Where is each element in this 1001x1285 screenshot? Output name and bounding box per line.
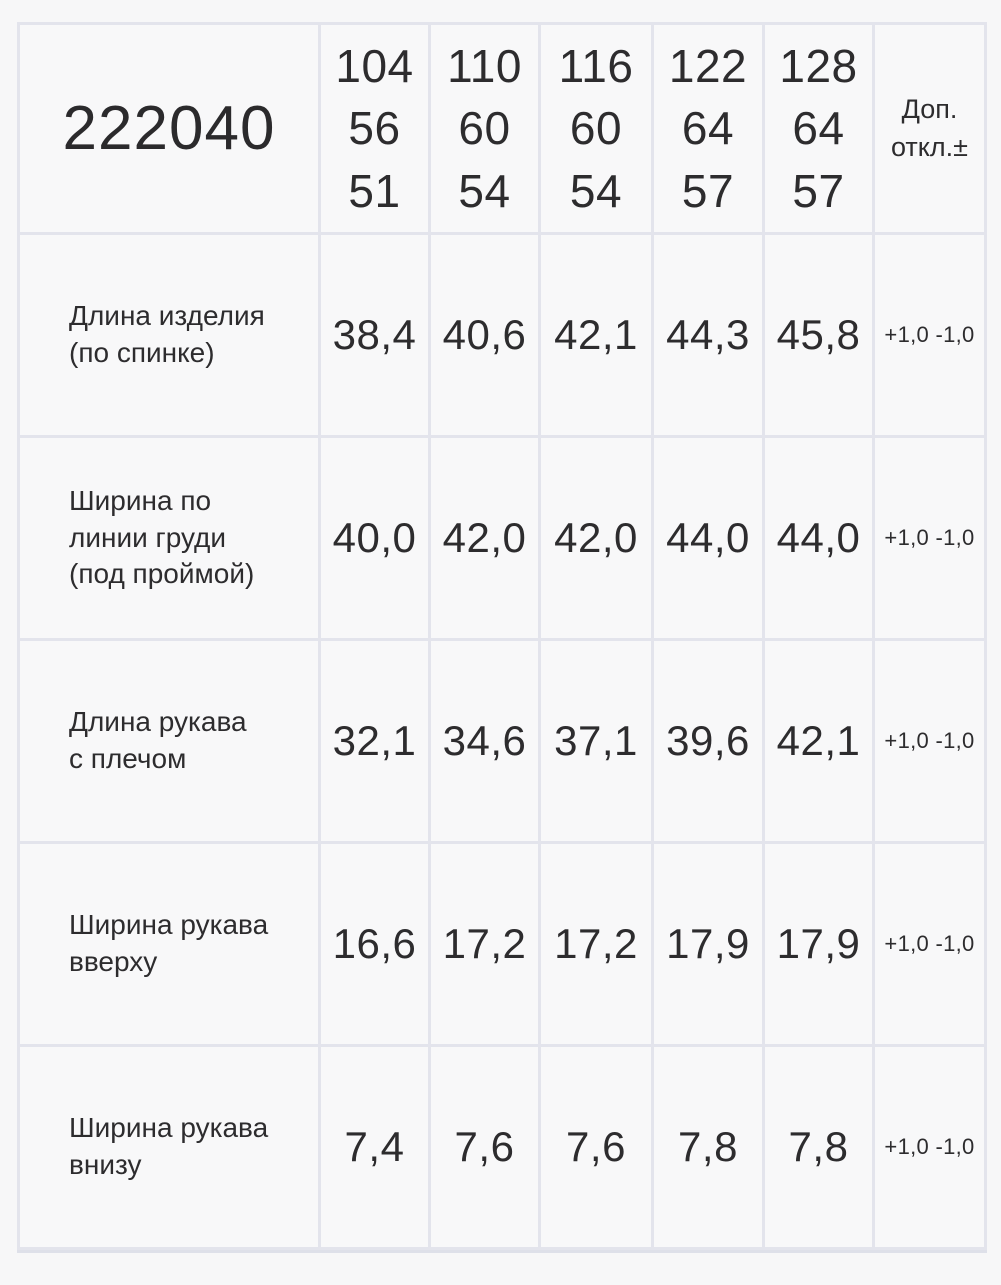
measurement-value: 7,6 [428, 1044, 541, 1250]
measurement-value: 7,6 [538, 1044, 654, 1250]
measurement-value: 17,9 [762, 841, 875, 1047]
measurement-value: 40,0 [318, 435, 431, 641]
measurement-value: 7,8 [762, 1044, 875, 1250]
measurement-value: 44,0 [762, 435, 875, 641]
measurement-value: 37,1 [538, 638, 654, 844]
table-row: Ширина по линии груди (под проймой) 40,0… [17, 435, 987, 641]
size-chart: 222040 104 56 51 110 60 54 116 60 54 122… [17, 22, 987, 1250]
table-row: Длина рукава с плечом 32,1 34,6 37,1 39,… [17, 638, 987, 844]
size-header-110: 110 60 54 [428, 22, 541, 235]
article-number: 222040 [17, 22, 321, 235]
tolerance-header: Доп. откл.± [872, 22, 987, 235]
measurement-value: 44,0 [651, 435, 765, 641]
measurement-label: Ширина по линии груди (под проймой) [17, 435, 321, 641]
measurement-value: 17,2 [538, 841, 654, 1047]
measurement-value: 34,6 [428, 638, 541, 844]
measurement-value: 39,6 [651, 638, 765, 844]
size-header-122: 122 64 57 [651, 22, 765, 235]
measurement-value: 40,6 [428, 232, 541, 438]
measurement-value: 42,1 [538, 232, 654, 438]
measurement-value: 44,3 [651, 232, 765, 438]
measurement-value: 17,2 [428, 841, 541, 1047]
measurement-value: 7,8 [651, 1044, 765, 1250]
size-header-104: 104 56 51 [318, 22, 431, 235]
measurement-label: Ширина рукава вверху [17, 841, 321, 1047]
measurement-value: 42,1 [762, 638, 875, 844]
measurement-value: 42,0 [428, 435, 541, 641]
size-header-128: 128 64 57 [762, 22, 875, 235]
tolerance-value: +1,0 -1,0 [872, 1044, 987, 1250]
table-row: Ширина рукава внизу 7,4 7,6 7,6 7,8 7,8 … [17, 1044, 987, 1250]
measurement-value: 42,0 [538, 435, 654, 641]
tolerance-value: +1,0 -1,0 [872, 638, 987, 844]
measurement-label: Ширина рукава внизу [17, 1044, 321, 1250]
measurement-value: 17,9 [651, 841, 765, 1047]
tolerance-value: +1,0 -1,0 [872, 232, 987, 438]
tolerance-value: +1,0 -1,0 [872, 435, 987, 641]
measurement-value: 16,6 [318, 841, 431, 1047]
header-row: 222040 104 56 51 110 60 54 116 60 54 122… [17, 22, 987, 235]
measurement-value: 32,1 [318, 638, 431, 844]
table-row: Ширина рукава вверху 16,6 17,2 17,2 17,9… [17, 841, 987, 1047]
measurement-value: 38,4 [318, 232, 431, 438]
measurement-value: 7,4 [318, 1044, 431, 1250]
measurement-value: 45,8 [762, 232, 875, 438]
size-header-116: 116 60 54 [538, 22, 654, 235]
tolerance-value: +1,0 -1,0 [872, 841, 987, 1047]
table-row: Длина изделия (по спинке) 38,4 40,6 42,1… [17, 232, 987, 438]
measurement-label: Длина изделия (по спинке) [17, 232, 321, 438]
size-chart-table: 222040 104 56 51 110 60 54 116 60 54 122… [17, 22, 987, 1250]
measurement-label: Длина рукава с плечом [17, 638, 321, 844]
